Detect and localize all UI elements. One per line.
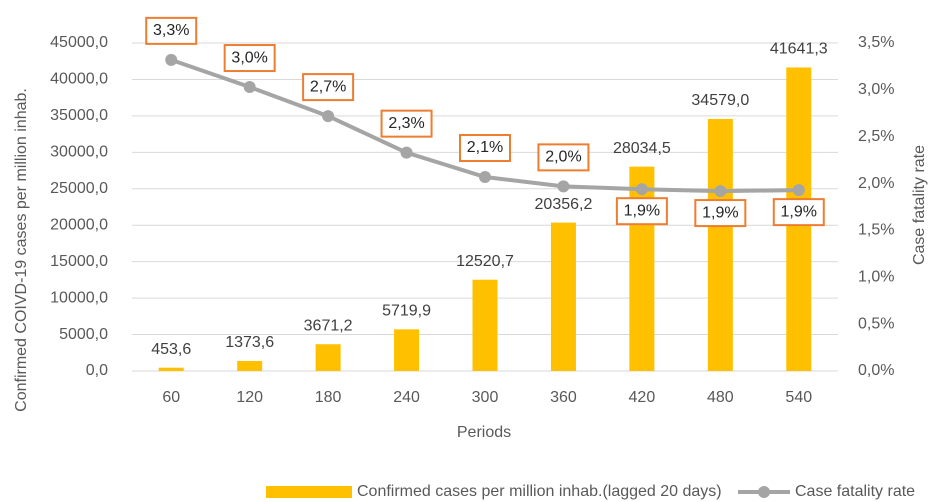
legend-swatch — [266, 486, 352, 498]
bar-value-label: 41641,3 — [770, 41, 828, 58]
bar — [394, 329, 420, 371]
y2-tick-label: 2,0% — [858, 175, 894, 192]
line-value-label: 1,9% — [624, 202, 660, 219]
line-marker — [243, 81, 256, 94]
y2-tick-label: 1,5% — [858, 222, 894, 239]
y-tick-label: 20000,0 — [50, 216, 108, 233]
legend-label: Case fatality rate — [795, 483, 915, 500]
line-marker — [400, 146, 413, 159]
y2-tick-label: 2,5% — [858, 128, 894, 145]
line-marker — [479, 171, 491, 184]
line-value-label: 2,7% — [310, 78, 346, 95]
y-axis-title: Confirmed COIVD-19 cases per million inh… — [13, 88, 30, 412]
y-tick-label: 10000,0 — [50, 289, 108, 306]
line-marker — [165, 53, 178, 66]
value-label-box — [537, 143, 590, 172]
legend-swatch — [758, 486, 770, 498]
bar-value-label: 3671,2 — [304, 317, 353, 334]
y-tick-label: 5000,0 — [59, 326, 108, 343]
y-tick-label: 40000,0 — [50, 71, 108, 88]
line-value-label: 1,9% — [781, 203, 817, 220]
bar — [550, 222, 576, 371]
line-value-label: 1,9% — [702, 204, 738, 221]
y-tick-label: 35000,0 — [50, 107, 108, 124]
value-label-box — [615, 197, 668, 226]
x-tick-label: 60 — [162, 389, 180, 406]
bar-value-label: 20356,2 — [535, 196, 593, 213]
x-axis-title: Periods — [457, 424, 511, 441]
value-label-box — [380, 109, 433, 138]
bar-value-label: 34579,0 — [691, 92, 749, 109]
value-label-box — [459, 134, 511, 163]
line-value-label: 2,3% — [388, 115, 424, 132]
bar-value-label: 12520,7 — [456, 253, 514, 270]
y2-tick-label: 3,0% — [858, 81, 894, 98]
bar-value-label: 28034,5 — [613, 140, 671, 157]
line-value-label: 3,0% — [231, 49, 267, 66]
bar — [158, 367, 184, 371]
y2-tick-label: 1,0% — [858, 269, 894, 286]
legend-label: Confirmed cases per million inhab.(lagge… — [357, 483, 722, 500]
y2-tick-label: 0,0% — [858, 362, 894, 379]
y2-tick-label: 3,5% — [858, 34, 894, 51]
line-marker — [714, 185, 727, 198]
line-value-label: 3,3% — [153, 22, 189, 39]
y-tick-label: 30000,0 — [50, 144, 108, 161]
bar — [237, 360, 263, 371]
y-tick-label: 25000,0 — [50, 180, 108, 197]
x-tick-label: 420 — [629, 389, 656, 406]
line-marker — [635, 183, 648, 196]
bar — [707, 118, 733, 371]
value-label-box — [694, 199, 747, 228]
bar — [472, 279, 498, 371]
line-value-label: 2,0% — [545, 149, 581, 166]
y-tick-label: 45000,0 — [50, 34, 108, 51]
line-marker — [322, 110, 335, 123]
value-label-box — [302, 73, 355, 102]
value-label-box — [145, 16, 198, 45]
line-marker — [792, 184, 805, 197]
x-tick-label: 480 — [707, 389, 734, 406]
line-value-label: 2,1% — [467, 139, 503, 156]
value-label-box — [772, 198, 825, 227]
line-marker — [557, 180, 570, 193]
x-tick-label: 300 — [472, 389, 499, 406]
x-tick-label: 180 — [315, 389, 342, 406]
x-tick-label: 360 — [550, 389, 577, 406]
y-tick-label: 0,0 — [86, 362, 108, 379]
bar — [315, 344, 341, 371]
x-tick-label: 540 — [785, 389, 812, 406]
y-tick-label: 15000,0 — [50, 253, 108, 270]
y2-tick-label: 0,5% — [858, 315, 894, 332]
bar-value-label: 5719,9 — [382, 303, 431, 320]
x-tick-label: 120 — [236, 389, 263, 406]
x-tick-label: 240 — [393, 389, 420, 406]
y2-axis-title: Case fatality rate — [911, 145, 928, 265]
bar-value-label: 1373,6 — [225, 334, 274, 351]
value-label-box — [223, 44, 276, 73]
bar-value-label: 453,6 — [151, 341, 191, 358]
